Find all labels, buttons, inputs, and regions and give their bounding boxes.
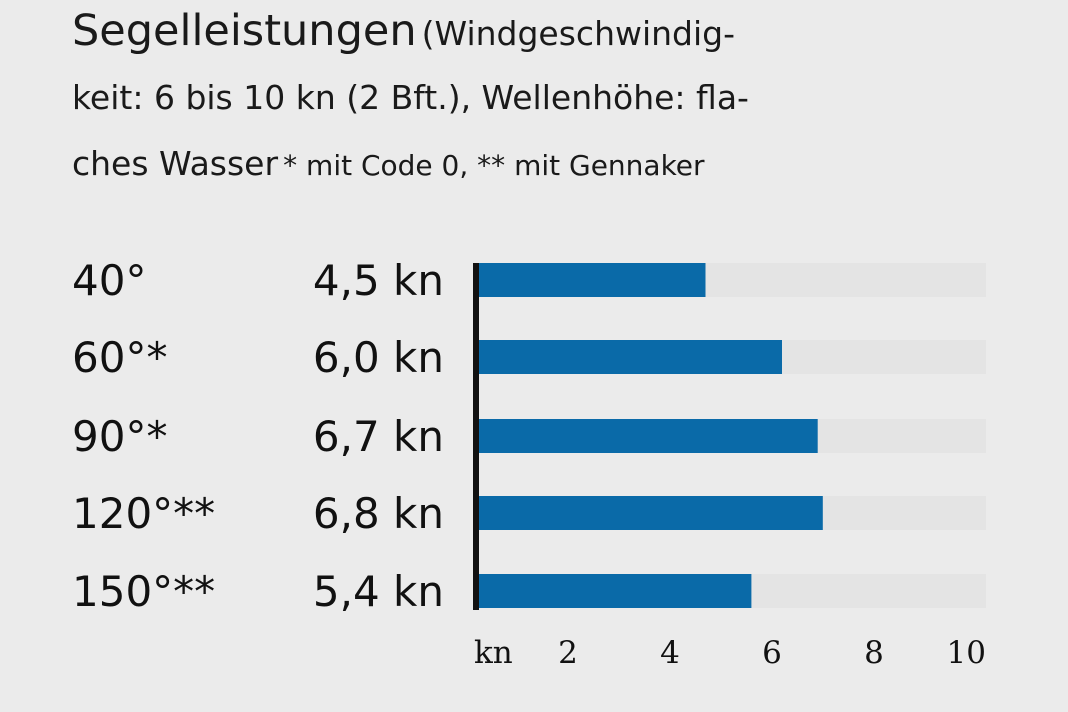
title-footnote: * mit Code 0, ** mit Gennaker	[283, 149, 705, 182]
angle-label: 40°	[72, 256, 146, 305]
angle-label: 60°*	[72, 333, 167, 382]
tick-label: 6	[762, 635, 782, 671]
angle-label: 90°*	[72, 412, 167, 461]
tick-label: 4	[660, 635, 680, 671]
bar	[476, 574, 752, 608]
value-label: 6,0 kn	[313, 333, 444, 382]
tick-label: 10	[947, 635, 986, 671]
title-main: Segelleistungen	[72, 6, 417, 56]
title-line-1: Segelleistungen (Windgeschwindig-	[72, 6, 735, 56]
tick-label: 8	[864, 635, 884, 671]
tick-label: 2	[558, 635, 578, 671]
bar	[476, 263, 706, 297]
axis-unit-label: kn	[474, 635, 513, 671]
bar	[476, 496, 823, 530]
title-wind-speed: (Windgeschwindig-	[421, 14, 736, 53]
value-label: 5,4 kn	[313, 567, 444, 616]
angle-label: 150°**	[72, 567, 215, 616]
y-axis-line	[473, 263, 479, 610]
value-label: 6,7 kn	[313, 412, 444, 461]
value-label: 6,8 kn	[313, 489, 444, 538]
title-water: ches Wasser	[72, 144, 279, 183]
title-line-2: keit: 6 bis 10 kn (2 Bft.), Wellenhöhe: …	[72, 78, 749, 117]
bar	[476, 419, 818, 453]
bar	[476, 340, 782, 374]
angle-label: 120°**	[72, 489, 215, 538]
value-label: 4,5 kn	[313, 256, 444, 305]
title-line-3: ches Wasser * mit Code 0, ** mit Gennake…	[72, 144, 705, 183]
